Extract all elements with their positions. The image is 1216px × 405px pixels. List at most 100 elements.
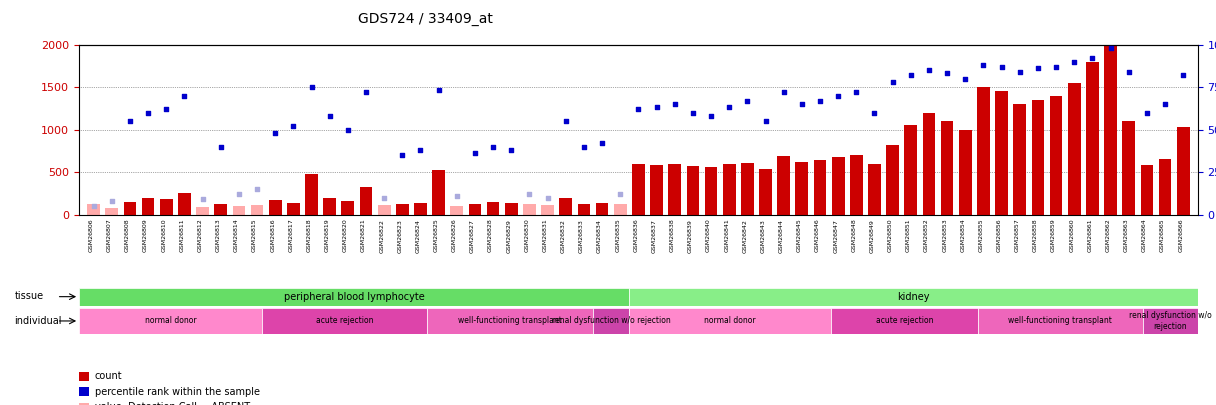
Point [1047, 64, 1066, 70]
Text: GSM26827: GSM26827 [469, 219, 475, 253]
Point [702, 113, 721, 119]
Text: GSM26844: GSM26844 [778, 219, 783, 253]
Text: GSM26852: GSM26852 [924, 219, 929, 252]
Bar [541, 205, 554, 215]
Point [556, 118, 575, 124]
Bar [651, 165, 663, 215]
Bar [941, 121, 953, 215]
Text: GSM26807: GSM26807 [107, 219, 112, 252]
Text: GSM26810: GSM26810 [162, 219, 167, 252]
Text: GSM26861: GSM26861 [1087, 219, 1092, 252]
Bar [959, 130, 972, 215]
Text: GSM26856: GSM26856 [997, 219, 1002, 252]
Bar [687, 166, 699, 215]
Text: renal dysfunction w/o
rejection: renal dysfunction w/o rejection [1128, 311, 1211, 330]
FancyBboxPatch shape [978, 308, 1143, 334]
Text: normal donor: normal donor [145, 316, 197, 326]
Text: GSM26859: GSM26859 [1051, 219, 1057, 252]
Bar [523, 205, 536, 215]
Text: GSM26854: GSM26854 [961, 219, 966, 252]
Text: GSM26821: GSM26821 [361, 219, 366, 252]
Point [720, 104, 739, 111]
Point [375, 194, 394, 201]
Bar [396, 204, 409, 215]
Text: GSM26820: GSM26820 [343, 219, 348, 252]
Point [683, 109, 703, 116]
Bar [1122, 121, 1135, 215]
Point [157, 106, 176, 113]
Bar [741, 163, 754, 215]
Text: GSM26809: GSM26809 [143, 219, 148, 252]
Bar [1068, 83, 1081, 215]
Point [665, 101, 685, 107]
Point [738, 98, 758, 104]
Bar [378, 205, 390, 215]
Bar [106, 208, 118, 215]
Point [1029, 65, 1048, 72]
Point [247, 186, 266, 192]
Bar [287, 203, 299, 215]
Text: GSM26817: GSM26817 [288, 219, 293, 252]
Text: GSM26824: GSM26824 [416, 219, 421, 253]
Bar [777, 156, 790, 215]
Text: GSM26853: GSM26853 [942, 219, 947, 252]
Bar [1013, 104, 1026, 215]
Bar [614, 205, 626, 215]
Text: GSM26865: GSM26865 [1160, 219, 1165, 252]
Text: peripheral blood lymphocyte: peripheral blood lymphocyte [283, 292, 424, 302]
Text: GSM26823: GSM26823 [398, 219, 402, 253]
Text: GSM26808: GSM26808 [125, 219, 130, 252]
Point [756, 118, 776, 124]
Bar [705, 167, 717, 215]
Bar [886, 145, 899, 215]
Bar [178, 194, 191, 215]
Text: GSM26830: GSM26830 [524, 219, 529, 252]
Bar [214, 204, 227, 215]
Point [338, 126, 358, 133]
Text: renal dysfunction w/o rejection: renal dysfunction w/o rejection [552, 316, 670, 326]
Text: normal donor: normal donor [704, 316, 756, 326]
Bar [1177, 127, 1189, 215]
Text: GSM26816: GSM26816 [270, 219, 275, 252]
FancyBboxPatch shape [1143, 308, 1198, 334]
Text: GSM26815: GSM26815 [252, 219, 257, 252]
Bar [596, 203, 608, 215]
Point [320, 113, 339, 119]
Text: GSM26828: GSM26828 [488, 219, 494, 252]
Bar [305, 174, 317, 215]
Point [501, 147, 520, 153]
Point [992, 64, 1012, 70]
Bar [505, 203, 518, 215]
Bar [559, 198, 572, 215]
Bar [1104, 46, 1118, 215]
Text: kidney: kidney [897, 292, 930, 302]
Text: GSM26832: GSM26832 [561, 219, 565, 253]
Text: value, Detection Call = ABSENT: value, Detection Call = ABSENT [95, 402, 250, 405]
Point [1100, 45, 1120, 51]
Point [610, 191, 630, 198]
Point [393, 152, 412, 158]
Point [120, 118, 140, 124]
Bar [832, 157, 845, 215]
Point [592, 140, 612, 147]
Text: GSM26863: GSM26863 [1124, 219, 1128, 252]
Bar [1141, 165, 1153, 215]
Point [102, 198, 122, 204]
Text: acute rejection: acute rejection [876, 316, 933, 326]
Text: GSM26840: GSM26840 [706, 219, 711, 252]
Text: GSM26838: GSM26838 [670, 219, 675, 252]
Point [1082, 55, 1102, 62]
Text: GSM26849: GSM26849 [869, 219, 874, 253]
FancyBboxPatch shape [629, 308, 831, 334]
Bar [850, 155, 862, 215]
Text: GSM26819: GSM26819 [325, 219, 330, 252]
Text: GSM26846: GSM26846 [815, 219, 820, 252]
Text: GSM26836: GSM26836 [634, 219, 638, 252]
Point [647, 104, 666, 111]
Point [411, 147, 430, 153]
Bar [432, 171, 445, 215]
Point [139, 109, 158, 116]
Bar [88, 205, 100, 215]
Bar [450, 206, 463, 215]
Text: GSM26837: GSM26837 [652, 219, 657, 253]
